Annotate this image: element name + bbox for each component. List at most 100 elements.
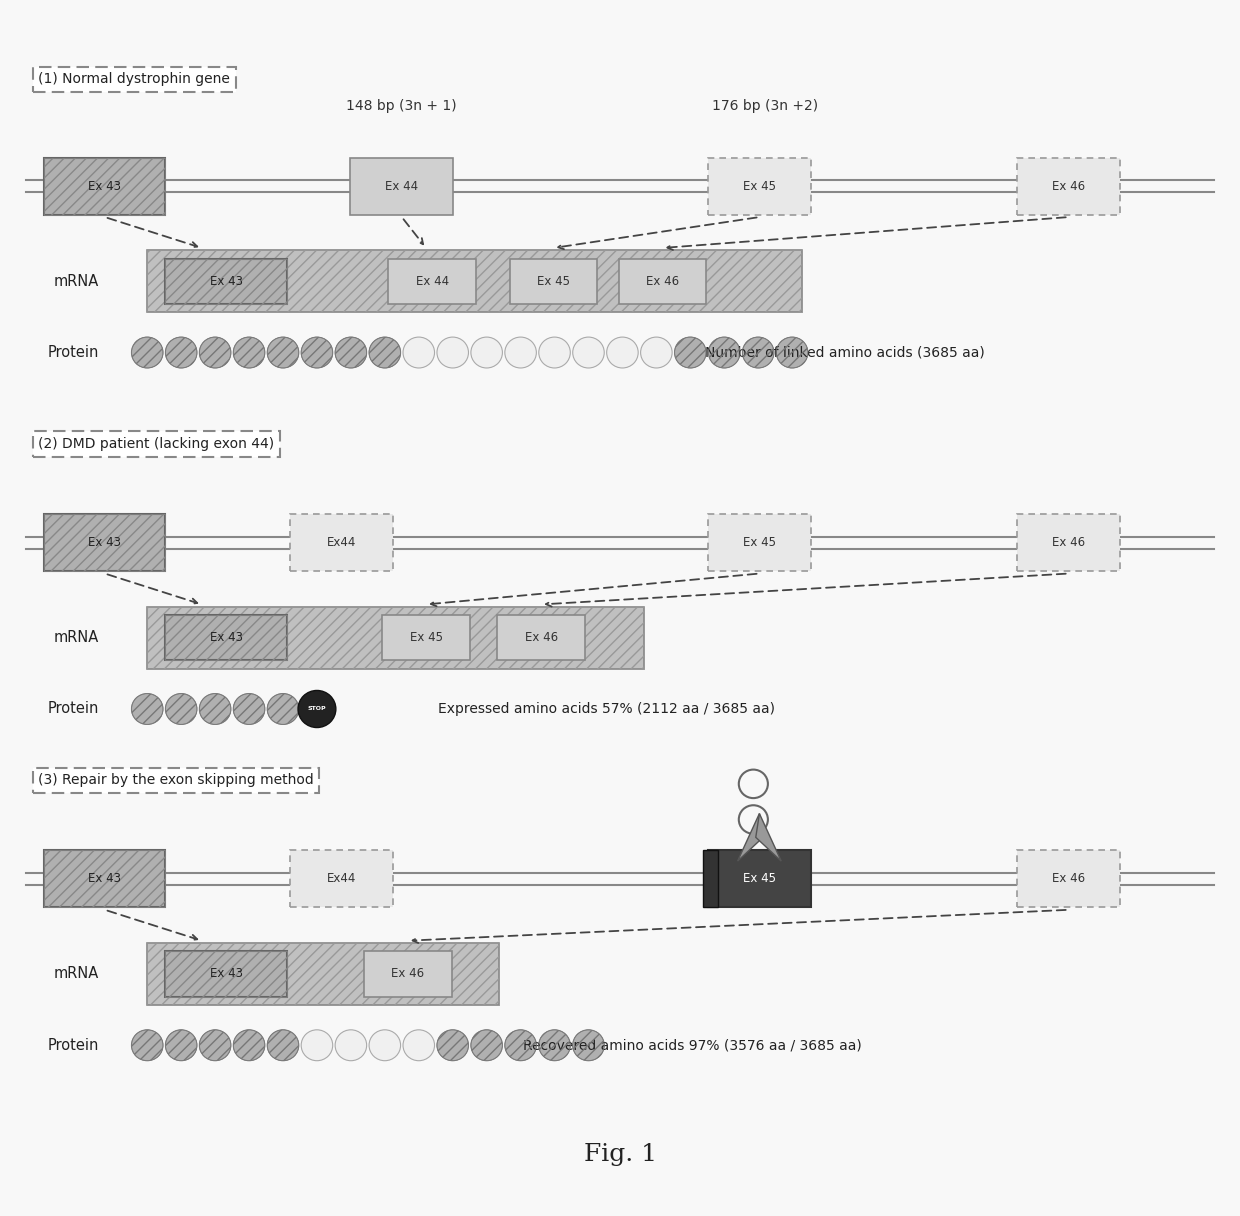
Circle shape <box>335 1030 367 1060</box>
Text: Ex 43: Ex 43 <box>88 180 122 192</box>
Circle shape <box>403 1030 434 1060</box>
Circle shape <box>505 337 537 368</box>
Text: Ex 43: Ex 43 <box>210 275 243 288</box>
Bar <box>148 250 802 313</box>
Circle shape <box>471 1030 502 1060</box>
Bar <box>45 514 165 572</box>
Bar <box>165 951 286 997</box>
Circle shape <box>675 337 706 368</box>
Text: Ex 45: Ex 45 <box>743 872 776 885</box>
Bar <box>1017 514 1120 572</box>
Circle shape <box>200 693 231 725</box>
Circle shape <box>708 337 740 368</box>
Text: 148 bp (3n + 1): 148 bp (3n + 1) <box>346 98 458 113</box>
Circle shape <box>606 337 639 368</box>
Circle shape <box>505 1030 537 1060</box>
Bar <box>365 951 451 997</box>
Text: Ex 43: Ex 43 <box>88 536 122 550</box>
Text: Recovered amino acids 97% (3576 aa / 3685 aa): Recovered amino acids 97% (3576 aa / 368… <box>523 1038 862 1052</box>
Circle shape <box>370 1030 401 1060</box>
Bar <box>45 158 165 215</box>
Bar <box>148 607 645 669</box>
Bar <box>290 514 393 572</box>
Circle shape <box>268 337 299 368</box>
Circle shape <box>131 337 162 368</box>
Text: Ex 46: Ex 46 <box>392 968 424 980</box>
Circle shape <box>436 1030 469 1060</box>
Text: Ex 46: Ex 46 <box>1052 536 1085 550</box>
Text: Ex 45: Ex 45 <box>743 180 776 192</box>
Polygon shape <box>755 814 781 861</box>
Text: 176 bp (3n +2): 176 bp (3n +2) <box>713 98 818 113</box>
Text: Ex 45: Ex 45 <box>743 536 776 550</box>
Text: Ex 46: Ex 46 <box>646 275 680 288</box>
Bar <box>45 850 165 907</box>
Text: Ex 44: Ex 44 <box>386 180 418 192</box>
Text: Ex 43: Ex 43 <box>88 872 122 885</box>
Circle shape <box>233 693 265 725</box>
Circle shape <box>301 1030 332 1060</box>
Text: Ex 46: Ex 46 <box>1052 180 1085 192</box>
Circle shape <box>233 1030 265 1060</box>
Bar <box>45 850 165 907</box>
Circle shape <box>539 1030 570 1060</box>
Circle shape <box>743 337 774 368</box>
Text: Fig. 1: Fig. 1 <box>584 1143 656 1166</box>
Circle shape <box>233 337 265 368</box>
Bar <box>708 158 811 215</box>
Circle shape <box>370 337 401 368</box>
Circle shape <box>776 337 808 368</box>
Text: Ex 44: Ex 44 <box>415 275 449 288</box>
Text: Ex 45: Ex 45 <box>409 631 443 644</box>
Bar <box>165 951 286 997</box>
Text: Ex 46: Ex 46 <box>525 631 558 644</box>
Text: Protein: Protein <box>47 1037 99 1053</box>
Bar <box>619 259 707 304</box>
Text: STOP: STOP <box>308 706 326 711</box>
Circle shape <box>165 1030 197 1060</box>
Bar <box>165 259 286 304</box>
Circle shape <box>573 337 604 368</box>
Circle shape <box>268 1030 299 1060</box>
Bar <box>708 850 811 907</box>
Circle shape <box>403 337 434 368</box>
Circle shape <box>335 337 367 368</box>
Text: Ex 43: Ex 43 <box>210 631 243 644</box>
Text: (3) Repair by the exon skipping method: (3) Repair by the exon skipping method <box>38 773 314 787</box>
Circle shape <box>298 691 336 727</box>
Circle shape <box>539 337 570 368</box>
Bar <box>165 615 286 660</box>
Text: Ex44: Ex44 <box>326 536 356 550</box>
Bar <box>382 615 470 660</box>
Bar <box>703 850 718 907</box>
Text: Ex 46: Ex 46 <box>1052 872 1085 885</box>
Bar <box>148 944 498 1004</box>
Text: Number of linked amino acids (3685 aa): Number of linked amino acids (3685 aa) <box>704 345 985 360</box>
Circle shape <box>165 337 197 368</box>
Circle shape <box>200 337 231 368</box>
Bar <box>148 944 498 1004</box>
Circle shape <box>268 693 299 725</box>
Text: Ex 45: Ex 45 <box>537 275 570 288</box>
Bar <box>165 259 286 304</box>
Circle shape <box>131 1030 162 1060</box>
Text: (2) DMD patient (lacking exon 44): (2) DMD patient (lacking exon 44) <box>38 437 274 451</box>
Circle shape <box>131 693 162 725</box>
Circle shape <box>471 337 502 368</box>
Bar <box>1017 850 1120 907</box>
Circle shape <box>301 337 332 368</box>
Circle shape <box>200 1030 231 1060</box>
Bar <box>290 850 393 907</box>
Circle shape <box>573 1030 604 1060</box>
Bar <box>148 607 645 669</box>
Text: mRNA: mRNA <box>53 274 99 288</box>
Circle shape <box>165 693 197 725</box>
Bar <box>1017 158 1120 215</box>
Bar <box>350 158 454 215</box>
Text: (1) Normal dystrophin gene: (1) Normal dystrophin gene <box>38 72 229 86</box>
Bar <box>45 158 165 215</box>
Text: Protein: Protein <box>47 345 99 360</box>
Circle shape <box>641 337 672 368</box>
Bar <box>497 615 585 660</box>
Circle shape <box>436 337 469 368</box>
